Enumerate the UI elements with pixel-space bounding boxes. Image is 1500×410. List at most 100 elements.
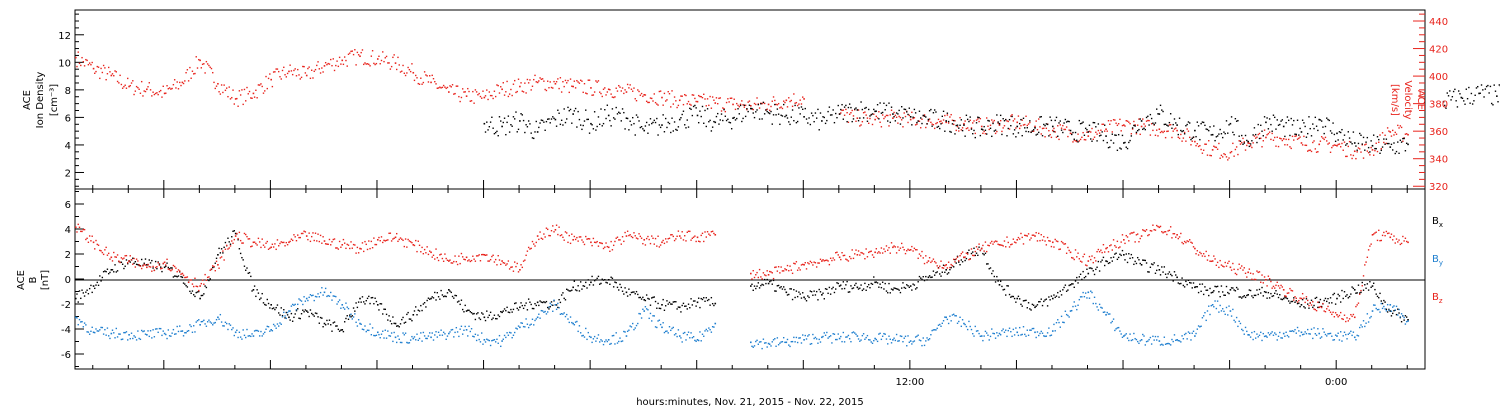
- bx-point: [379, 303, 381, 305]
- bz-point: [328, 238, 331, 241]
- density-point: [1216, 135, 1219, 137]
- density-point: [1337, 139, 1339, 141]
- by-point: [256, 329, 258, 332]
- bz-point: [83, 228, 86, 231]
- bx-point: [977, 254, 979, 257]
- density-point: [1140, 120, 1143, 122]
- bz-point: [270, 246, 272, 249]
- by-point: [602, 343, 605, 346]
- bz-point: [703, 240, 705, 243]
- by-point: [975, 330, 978, 332]
- by-point: [397, 335, 399, 337]
- by-point: [305, 297, 308, 300]
- bz-point: [475, 255, 478, 257]
- bx-point: [110, 269, 113, 271]
- density-point: [1091, 140, 1093, 142]
- by-point: [932, 329, 935, 331]
- bx-point: [423, 301, 426, 304]
- velocity-point: [1086, 131, 1088, 133]
- bx-point: [772, 279, 775, 282]
- bx-point: [1399, 316, 1402, 319]
- bx-point: [621, 290, 624, 292]
- bx-point: [821, 294, 823, 296]
- density-point: [827, 110, 829, 113]
- bx-point: [1048, 296, 1050, 298]
- by-point: [972, 333, 974, 335]
- by-point: [422, 331, 425, 334]
- bx-point: [298, 317, 300, 319]
- bx-point: [186, 286, 189, 288]
- bz-point: [947, 261, 950, 263]
- bx-point: [486, 310, 488, 312]
- velocity-point: [106, 73, 109, 75]
- velocity-point: [350, 50, 352, 53]
- velocity-point: [460, 96, 463, 99]
- bx-point: [356, 306, 359, 309]
- density-point: [937, 125, 940, 128]
- velocity-point: [1109, 123, 1111, 125]
- density-point: [630, 124, 633, 126]
- bx-point: [95, 284, 97, 286]
- velocity-point: [326, 63, 328, 66]
- by-point: [201, 320, 204, 323]
- velocity-point: [1309, 149, 1311, 151]
- by-point: [959, 316, 961, 319]
- bz-point: [223, 259, 225, 261]
- by-point: [1267, 332, 1270, 334]
- density-point: [912, 116, 914, 118]
- velocity-point: [1338, 143, 1341, 145]
- by-point: [874, 337, 876, 340]
- bz-point: [236, 232, 238, 235]
- by-point: [326, 295, 328, 298]
- bx-point: [1403, 319, 1405, 321]
- by-point: [1380, 302, 1382, 305]
- bx-point: [692, 300, 695, 302]
- by-point: [286, 311, 289, 314]
- density-point: [1356, 149, 1358, 151]
- bx-point: [322, 326, 324, 328]
- velocity-point: [1119, 118, 1121, 121]
- bx-point: [837, 282, 839, 285]
- density-point: [562, 124, 564, 126]
- by-point: [821, 336, 823, 339]
- velocity-point: [865, 114, 867, 116]
- bx-point: [1082, 270, 1084, 273]
- velocity-point: [682, 103, 685, 106]
- density-point: [1071, 133, 1073, 136]
- bz-point: [974, 250, 976, 253]
- bx-point: [942, 264, 945, 266]
- by-point: [170, 335, 172, 337]
- velocity-point: [847, 121, 850, 124]
- by-point: [1100, 306, 1102, 309]
- velocity-point: [156, 92, 158, 94]
- bx-point: [182, 282, 185, 284]
- by-point: [824, 334, 827, 336]
- bx-point: [246, 267, 248, 269]
- bz-point: [413, 244, 416, 247]
- velocity-point: [387, 62, 389, 64]
- bx-point: [175, 275, 177, 277]
- density-point: [914, 112, 917, 114]
- velocity-point: [851, 109, 853, 112]
- bz-point: [114, 256, 116, 258]
- density-point: [1112, 142, 1115, 144]
- density-point: [1490, 102, 1493, 105]
- density-point: [1199, 138, 1201, 141]
- bz-point: [333, 238, 336, 240]
- density-point: [581, 128, 583, 131]
- density-point: [517, 128, 520, 131]
- velocity-point: [1156, 129, 1158, 131]
- density-point: [822, 116, 824, 118]
- by-point: [709, 329, 711, 331]
- by-point: [1057, 319, 1059, 321]
- density-point: [892, 113, 894, 115]
- density-point: [1393, 142, 1395, 144]
- density-point: [566, 118, 568, 120]
- bz-point: [651, 235, 653, 237]
- density-point: [867, 108, 870, 111]
- bx-point: [435, 299, 437, 301]
- velocity-point: [939, 120, 941, 123]
- bz-point: [539, 231, 541, 233]
- velocity-point: [437, 87, 440, 89]
- by-point: [949, 315, 951, 317]
